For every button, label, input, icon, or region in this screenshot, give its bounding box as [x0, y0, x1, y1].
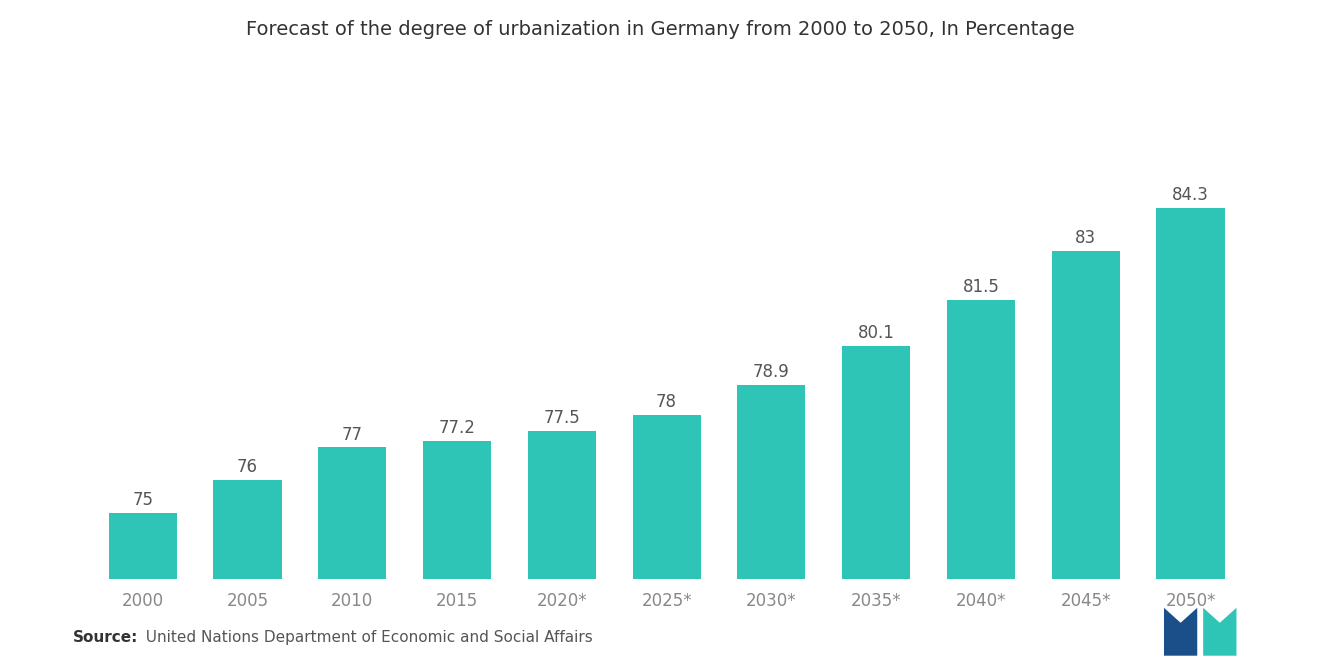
Text: 78.9: 78.9: [752, 363, 789, 381]
Bar: [946, 300, 1015, 665]
Bar: [1156, 208, 1225, 665]
Text: 78: 78: [656, 393, 677, 411]
Bar: [842, 346, 911, 665]
Text: 75: 75: [132, 491, 153, 509]
Bar: [318, 448, 387, 665]
Text: United Nations Department of Economic and Social Affairs: United Nations Department of Economic an…: [136, 630, 593, 645]
Text: 76: 76: [238, 458, 257, 476]
Text: 77: 77: [342, 426, 363, 444]
Text: 84.3: 84.3: [1172, 186, 1209, 204]
Bar: [528, 431, 595, 665]
Text: 83: 83: [1076, 229, 1097, 247]
Bar: [108, 513, 177, 665]
Bar: [1052, 251, 1119, 665]
Text: Source:: Source:: [73, 630, 139, 645]
Text: 80.1: 80.1: [858, 324, 895, 342]
Text: 77.2: 77.2: [438, 419, 475, 437]
Bar: [738, 385, 805, 665]
Bar: [422, 441, 491, 665]
Bar: [214, 480, 281, 665]
Bar: [632, 415, 701, 665]
Text: 81.5: 81.5: [962, 278, 999, 296]
Text: 77.5: 77.5: [544, 409, 581, 427]
Text: Forecast of the degree of urbanization in Germany from 2000 to 2050, In Percenta: Forecast of the degree of urbanization i…: [246, 20, 1074, 39]
